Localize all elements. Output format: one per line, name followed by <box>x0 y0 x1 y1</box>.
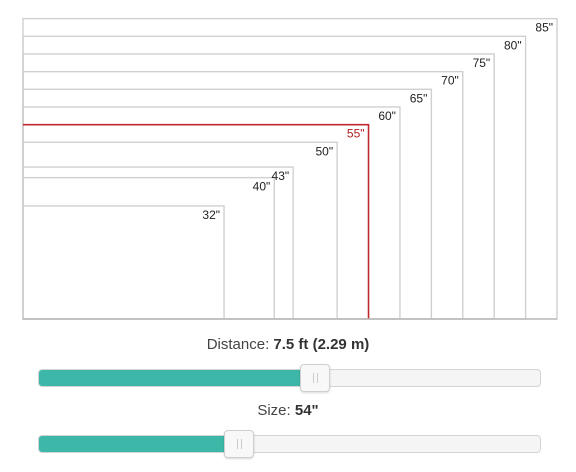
size-value: 54" <box>294 402 319 419</box>
tv-size-label-70: 70" <box>441 74 459 88</box>
tv-outline-65 <box>22 88 433 320</box>
tv-size-label-43: 43" <box>272 169 290 183</box>
tv-outline-70 <box>22 70 464 320</box>
tv-size-label-80: 80" <box>504 38 522 52</box>
distance-value: 7.5 ft (2.29 m) <box>273 336 370 353</box>
size-slider-handle[interactable] <box>224 430 255 458</box>
tv-size-label-75: 75" <box>473 56 491 70</box>
tv-size-label-65: 65" <box>410 91 428 105</box>
tv-outline-50 <box>22 141 338 320</box>
distance-slider-handle[interactable] <box>299 364 330 392</box>
tv-outline-32 <box>22 205 225 320</box>
tv-outline-55-highlighted <box>23 123 370 319</box>
tv-size-label-50: 50" <box>316 144 334 158</box>
size-slider-fill <box>39 436 240 452</box>
size-slider[interactable] <box>38 430 541 458</box>
tv-size-label-55: 55" <box>347 127 365 141</box>
distance-readout: Distance: 7.5 ft (2.29 m) <box>0 336 576 353</box>
tv-size-label-60: 60" <box>378 109 396 123</box>
size-readout: Size: 54" <box>0 402 576 419</box>
tv-size-label-85: 85" <box>535 21 553 35</box>
size-label: Size: <box>257 402 291 419</box>
tv-size-label-40: 40" <box>253 180 271 194</box>
tv-size-label-32: 32" <box>202 208 220 222</box>
distance-label: Distance: <box>206 336 270 353</box>
distance-slider-fill <box>39 370 315 386</box>
distance-slider[interactable] <box>38 364 541 392</box>
tv-outline-40 <box>22 176 275 320</box>
tv-size-comparison-chart: 32" 40"43" 50" 55" 60" 65" 70" 75" 80" 85" <box>22 17 558 320</box>
